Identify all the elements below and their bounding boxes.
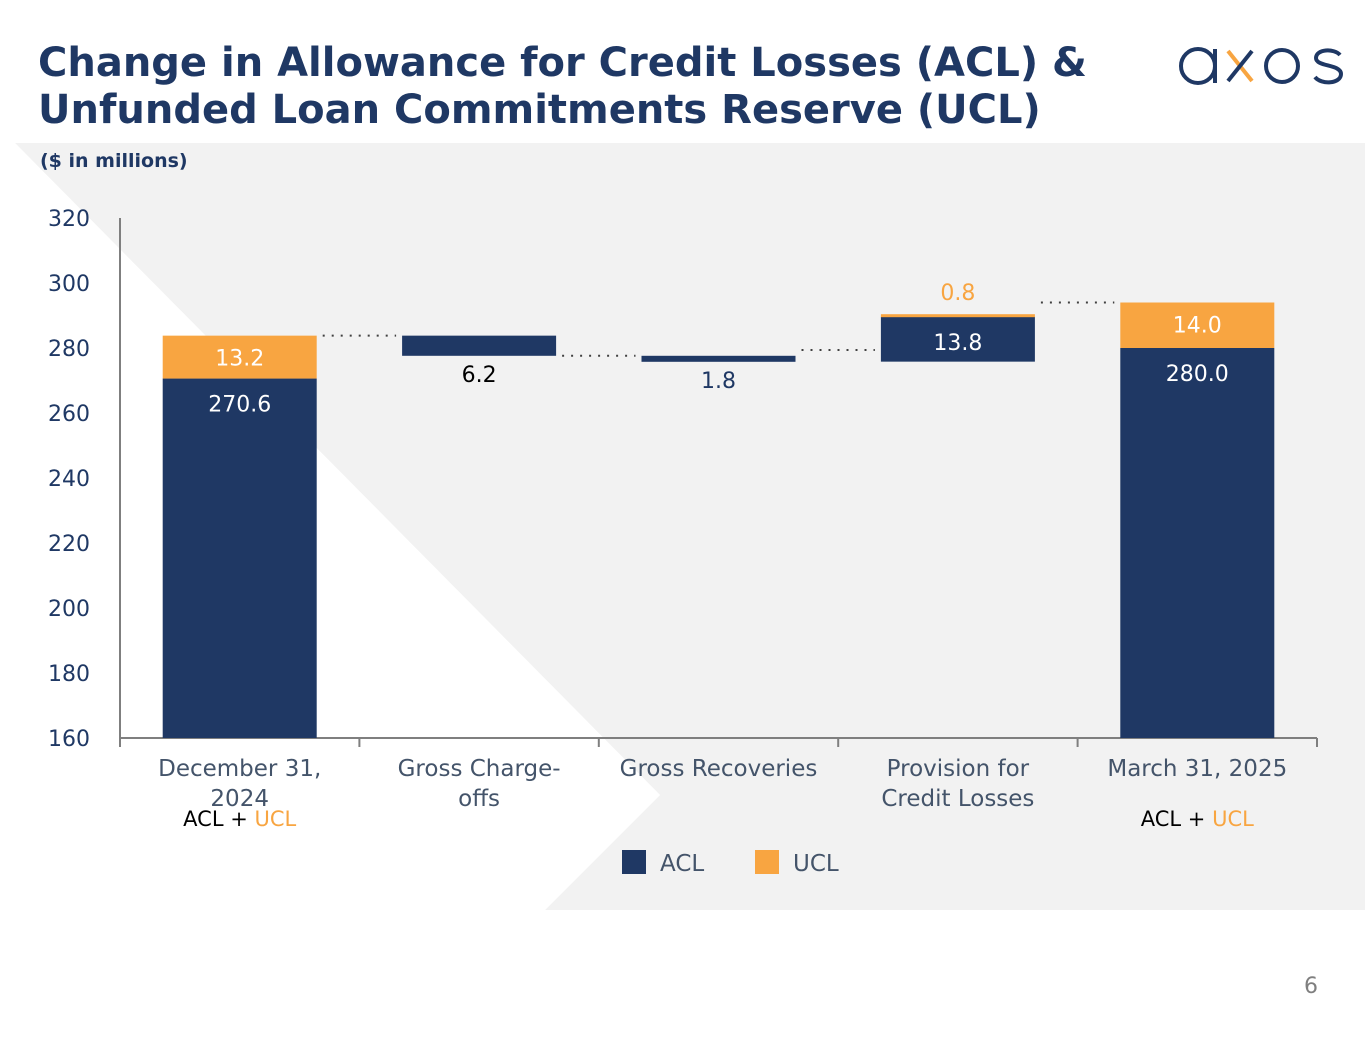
y-tick-label: 280 <box>48 337 90 362</box>
axos-logo: axos <box>1179 47 1344 85</box>
total-label-ucl: UCL <box>254 807 296 831</box>
ucl-bar <box>1120 302 1275 348</box>
total-label-prefix: ACL + <box>1141 807 1212 831</box>
legend-label-ucl: UCL <box>793 851 839 877</box>
legend-label-acl: ACL <box>660 851 704 877</box>
x-category-label: December 31, <box>158 756 321 782</box>
y-tick-label: 160 <box>48 727 90 752</box>
acl-bar <box>641 355 796 362</box>
logo-letter-x-stroke-2 <box>1226 49 1254 83</box>
total-label-ucl: UCL <box>1212 807 1254 831</box>
units-subtitle: ($ in millions) <box>40 150 188 172</box>
x-category-label: Provision for <box>887 756 1030 782</box>
x-category-label: Gross Recoveries <box>620 756 818 782</box>
acl-data-label: 270.6 <box>208 393 271 418</box>
acl-bar <box>162 378 317 738</box>
y-tick-label: 260 <box>48 402 90 427</box>
logo-letter-s <box>1313 48 1344 85</box>
y-tick-label: 200 <box>48 597 90 622</box>
acl-bar <box>402 335 557 356</box>
total-label-prefix: ACL + <box>183 807 254 831</box>
acl-data-label: 280.0 <box>1166 362 1229 387</box>
x-category-label: offs <box>458 786 500 812</box>
legend-swatch-ucl <box>755 850 779 874</box>
y-tick-label: 320 <box>48 207 90 232</box>
x-category-label: 2024 <box>210 786 269 812</box>
slide-title: Change in Allowance for Credit Losses (A… <box>38 40 1087 134</box>
ucl-data-label: 13.2 <box>215 347 264 372</box>
total-label: ACL + UCL <box>183 807 296 831</box>
x-category-label: Credit Losses <box>881 786 1034 812</box>
legend-swatch-acl <box>622 850 646 874</box>
acl-data-label: 13.8 <box>933 331 982 356</box>
x-category-label: March 31, 2025 <box>1107 756 1287 782</box>
logo-letter-o <box>1264 48 1300 84</box>
acl-data-label: 1.8 <box>701 369 736 394</box>
slide-title-line-1: Change in Allowance for Credit Losses (A… <box>38 40 1087 86</box>
slide-title-line-2: Unfunded Loan Commitments Reserve (UCL) <box>38 87 1041 133</box>
y-tick-label: 220 <box>48 532 90 557</box>
total-label: ACL + UCL <box>1141 807 1254 831</box>
y-tick-label: 240 <box>48 467 90 492</box>
y-tick-label: 180 <box>48 662 90 687</box>
ucl-bar <box>880 314 1035 318</box>
y-tick-label: 300 <box>48 272 90 297</box>
acl-bar <box>1120 348 1275 738</box>
ucl-data-label: 14.0 <box>1173 314 1222 339</box>
acl-bar <box>880 316 1035 362</box>
ucl-data-label: 0.8 <box>940 281 975 306</box>
page-number: 6 <box>1304 974 1318 999</box>
x-category-label: Gross Charge- <box>398 756 561 782</box>
acl-data-label: 6.2 <box>462 363 497 388</box>
ucl-bar <box>162 335 317 379</box>
